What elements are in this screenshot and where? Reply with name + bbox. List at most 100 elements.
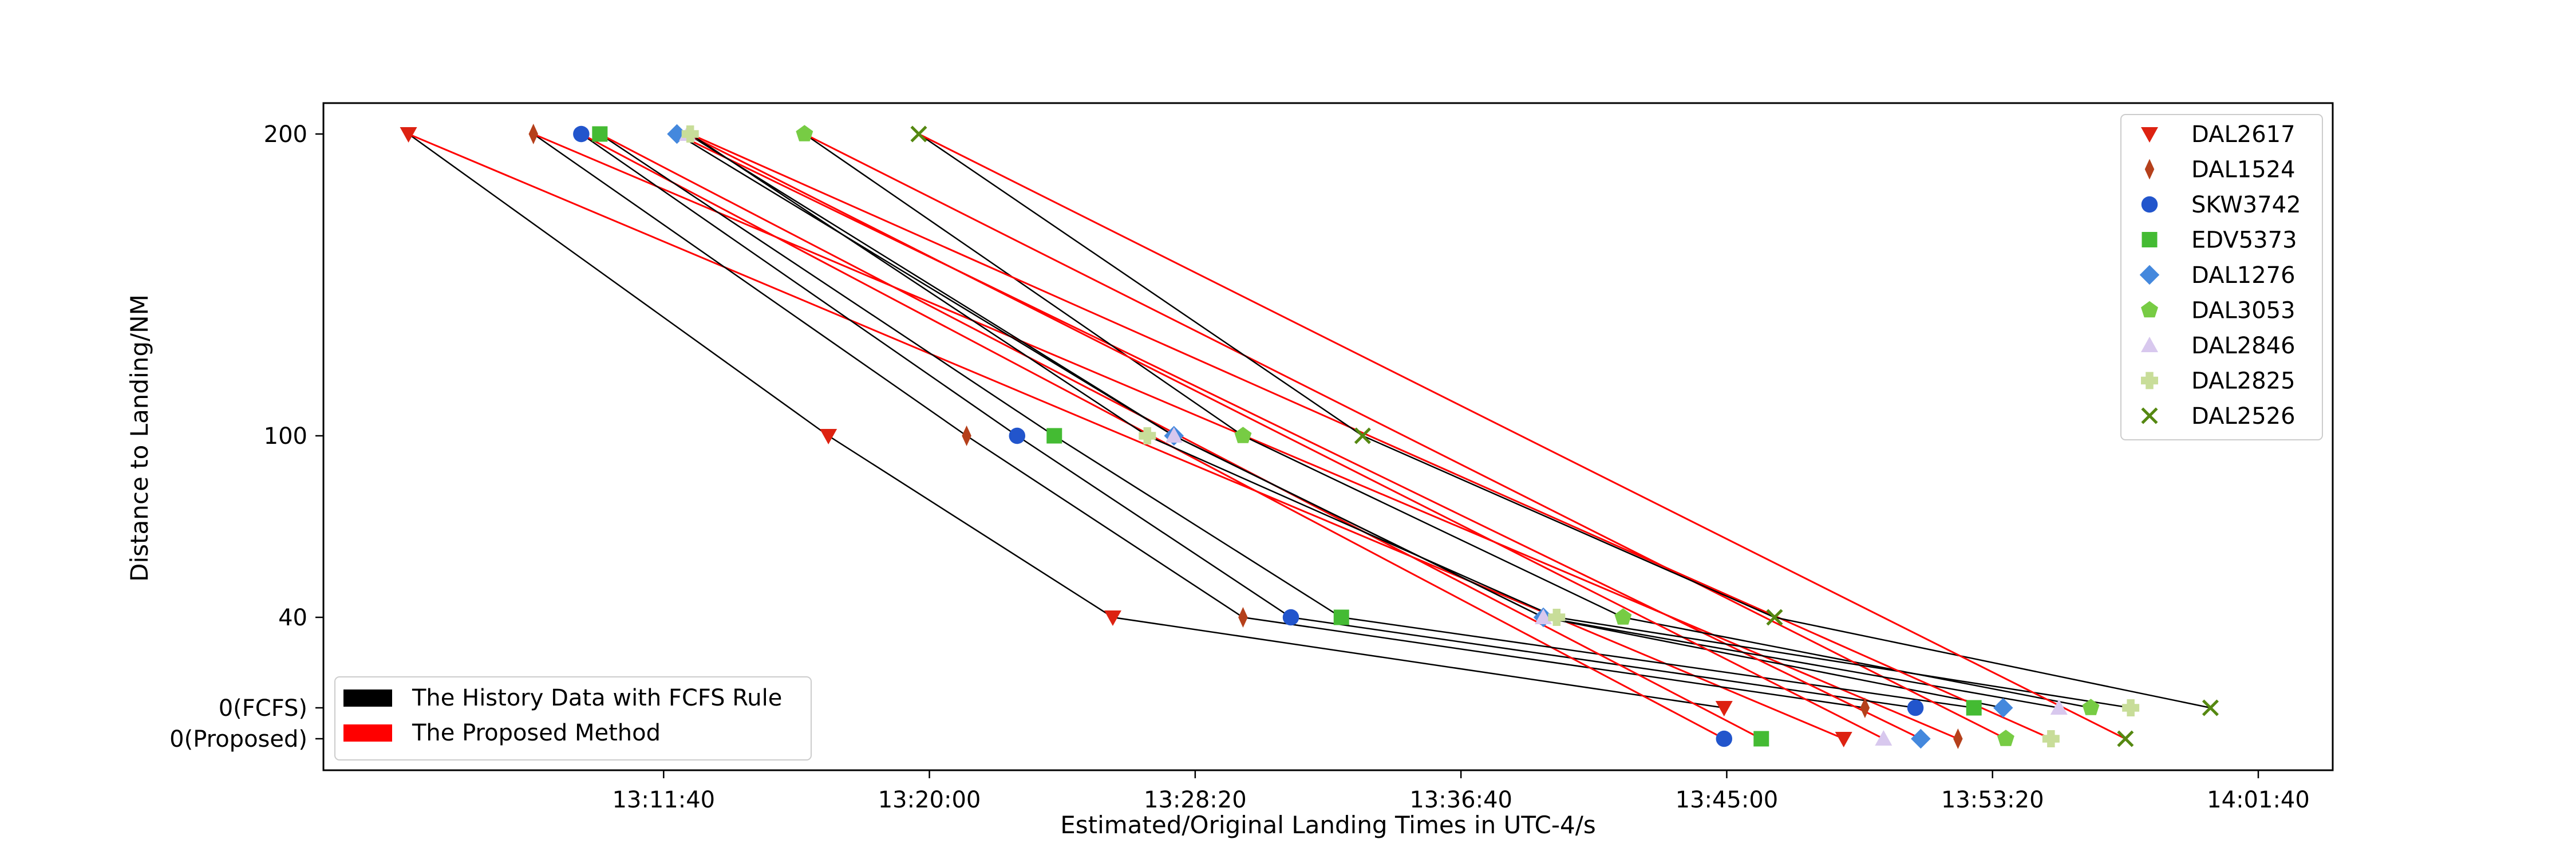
legend-markers: DAL2617 DAL1524 SKW3742 EDV5373 DAL1276 DAL30… (2120, 114, 2323, 440)
x-tick-label: 13:36:40 (1409, 787, 1512, 813)
marker-DAL2617-100 (820, 429, 837, 444)
proposed-line-DAL3053 (804, 133, 2006, 740)
legend-marker-DAL2846 (2141, 337, 2158, 352)
proposed-line-DAL1276 (676, 133, 1922, 740)
legend-label-DAL2846: DAL2846 (2191, 333, 2296, 359)
marker-DAL2846-100 (1165, 427, 1183, 443)
legend-label-DAL3053: DAL3053 (2191, 298, 2296, 324)
marker-DAL1524-100 (962, 425, 971, 446)
marker-DAL3053-200 (796, 125, 813, 141)
x-axis-label: Estimated/Original Landing Times in UTC-… (1060, 811, 1596, 839)
marker-DAL2825-100 (1139, 427, 1156, 444)
marker-SKW3742-fcfs (1907, 699, 1924, 716)
fcfs-line-DAL2846 (687, 133, 2060, 709)
proposed-line-DAL2526 (918, 133, 2126, 740)
y-tick-label: 0(FCFS) (219, 695, 307, 722)
marker-DAL2825-fcfs (2122, 699, 2140, 716)
marker-SKW3742-proposed (1716, 730, 1733, 747)
x-axis: 13:11:40 13:20:00 13:28:20 13:36:40 13:45:00… (612, 770, 2310, 813)
fcfs-line-SKW3742 (580, 133, 1916, 709)
marker-DAL2526-proposed (2117, 730, 2134, 747)
legend-label-DAL1276: DAL1276 (2191, 262, 2296, 289)
marker-DAL3053-40 (1614, 608, 1632, 625)
marker-DAL1524-proposed (1953, 728, 1963, 749)
marker-SKW3742-200 (573, 125, 590, 143)
legend-label-DAL1524: DAL1524 (2191, 157, 2296, 183)
marker-DAL2846-proposed (1875, 730, 1893, 746)
marker-DAL2526-fcfs (2202, 699, 2219, 716)
proposed-line-DAL2617 (408, 133, 1844, 740)
legend-marker-DAL1276 (2139, 265, 2160, 285)
marker-DAL1276-proposed (1911, 728, 1931, 749)
x-tick-label: 13:45:00 (1676, 787, 1779, 813)
connector-lines (408, 133, 2211, 740)
legend-label-DAL2526: DAL2526 (2191, 403, 2296, 430)
data-markers (400, 124, 2219, 749)
fcfs-line-DAL3053 (804, 133, 2091, 709)
legend-line-label: The History Data with FCFS Rule (412, 685, 782, 711)
legend-line-swatch (343, 724, 392, 742)
marker-EDV5373-100 (1046, 428, 1062, 444)
marker-EDV5373-200 (592, 126, 608, 142)
marker-DAL2617-40 (1104, 610, 1121, 626)
legend-marker-DAL2617 (2141, 127, 2158, 143)
x-tick-label: 14:01:40 (2207, 787, 2310, 813)
fcfs-line-DAL1524 (533, 133, 1866, 709)
proposed-line-DAL2825 (690, 133, 2052, 740)
legend-label-SKW3742: SKW3742 (2191, 192, 2301, 218)
marker-DAL1524-40 (1238, 607, 1248, 628)
legend-marker-DAL1524 (2144, 159, 2155, 180)
legend-markers-frame (2120, 114, 2323, 440)
legend-line-swatch (343, 689, 392, 707)
marker-DAL3053-fcfs (2082, 699, 2100, 715)
marker-SKW3742-40 (1282, 609, 1299, 626)
y-tick-label: 0(Proposed) (169, 726, 307, 752)
legend-marker-DAL3053 (2141, 301, 2158, 318)
marker-EDV5373-fcfs (1966, 700, 1982, 716)
legend-lines-frame (334, 676, 812, 761)
marker-DAL2846-40 (1535, 609, 1552, 624)
legend-lines: The History Data with FCFS Rule The Propo… (334, 676, 812, 761)
marker-EDV5373-proposed (1753, 731, 1769, 747)
marker-DAL1276-fcfs (1993, 698, 2013, 718)
marker-DAL1524-fcfs (1860, 698, 1870, 718)
marker-DAL3053-100 (1234, 427, 1252, 443)
legend-line-label: The Proposed Method (412, 720, 661, 746)
x-tick-label: 13:28:20 (1144, 787, 1247, 813)
y-tick-label: 40 (278, 605, 307, 631)
legend-marker-DAL2825 (2141, 372, 2158, 389)
legend-label-DAL2617: DAL2617 (2191, 121, 2296, 148)
marker-EDV5373-40 (1333, 609, 1349, 625)
marker-DAL2825-200 (681, 125, 699, 143)
marker-DAL2526-40 (1766, 609, 1783, 626)
marker-DAL2846-fcfs (2050, 699, 2068, 715)
legend-label-DAL2825: DAL2825 (2191, 368, 2296, 395)
y-tick-label: 200 (264, 121, 307, 148)
y-axis: 200 100 40 0(FCFS) 0(Proposed) (169, 121, 323, 752)
marker-DAL2526-200 (910, 125, 927, 143)
plot-frame (322, 102, 2334, 771)
legend-marker-DAL2526 (2141, 407, 2158, 424)
marker-DAL3053-proposed (1997, 730, 2014, 746)
marker-DAL2617-200 (400, 127, 417, 143)
y-axis-label: Distance to Landing/NM (125, 294, 153, 582)
marker-DAL2825-40 (1548, 609, 1566, 626)
proposed-line-DAL2846 (687, 133, 1884, 740)
x-tick-label: 13:20:00 (878, 787, 981, 813)
fcfs-line-DAL2617 (408, 133, 1724, 709)
fcfs-line-EDV5373 (599, 133, 1974, 709)
x-tick-label: 13:11:40 (612, 787, 715, 813)
legend-marker-EDV5373 (2142, 232, 2158, 247)
marker-DAL2617-fcfs (1715, 701, 1733, 716)
marker-DAL1524-200 (528, 124, 539, 144)
fcfs-line-DAL2526 (918, 133, 2211, 709)
marker-SKW3742-100 (1009, 427, 1026, 444)
marker-DAL2617-proposed (1835, 732, 1852, 747)
x-tick-label: 13:53:20 (1941, 787, 2044, 813)
fcfs-line-DAL2825 (690, 133, 2131, 709)
y-tick-label: 100 (264, 423, 307, 450)
legend-label-EDV5373: EDV5373 (2191, 227, 2297, 254)
marker-DAL2526-100 (1354, 427, 1371, 444)
marker-DAL2825-proposed (2042, 730, 2060, 747)
